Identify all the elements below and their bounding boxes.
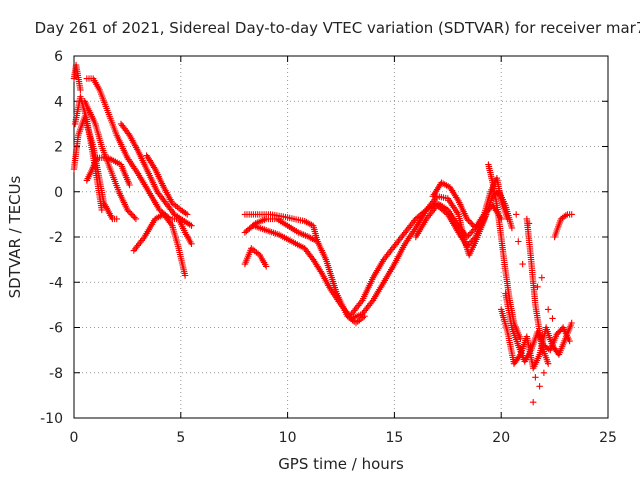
series-arc-f — [130, 211, 189, 279]
x-axis-ticks: 0 5 10 15 20 25 — [70, 56, 617, 446]
chart-title: Day 261 of 2021, Sidereal Day-to-day VTE… — [35, 19, 640, 37]
x-axis-label: GPS time / hours — [278, 455, 404, 473]
x-tick-label: 20 — [492, 430, 510, 446]
y-tick-label: -4 — [49, 275, 63, 291]
plus-markers — [241, 215, 368, 327]
plus-markers — [143, 152, 191, 218]
plus-markers — [513, 211, 556, 406]
y-tick-label: -6 — [49, 321, 63, 337]
plus-markers — [429, 175, 511, 232]
plus-markers — [485, 161, 524, 342]
series-arc-j — [250, 193, 490, 322]
plus-markers — [523, 215, 552, 367]
series-arc-g — [241, 211, 321, 245]
x-tick-label: 10 — [279, 430, 297, 446]
y-axis-label: SDTVAR / TECUs — [6, 175, 24, 298]
series-arc-e — [143, 152, 191, 218]
plus-markers — [241, 211, 321, 245]
y-tick-label: 0 — [54, 185, 63, 201]
plus-markers — [117, 120, 195, 229]
series-arc-a3 — [70, 61, 84, 94]
series-arc-m — [429, 175, 511, 232]
plus-markers — [551, 211, 575, 241]
series-arc-b — [81, 98, 140, 223]
x-tick-label: 25 — [599, 430, 617, 446]
x-tick-label: 5 — [176, 430, 185, 446]
y-tick-label: -2 — [49, 230, 63, 246]
y-tick-label: 2 — [54, 140, 63, 156]
plus-markers — [130, 211, 189, 279]
y-tick-label: -8 — [49, 366, 63, 382]
plus-markers — [250, 193, 490, 322]
series-arc-r — [551, 211, 575, 241]
y-axis-ticks: -10 -8 -6 -4 -2 0 2 4 6 — [40, 49, 608, 427]
series-arc-n — [485, 161, 524, 342]
series-arc-i — [241, 245, 270, 270]
grid — [74, 56, 608, 418]
series-arc-q — [523, 215, 552, 367]
plus-markers — [70, 61, 84, 94]
series-arc-h — [241, 215, 368, 327]
y-tick-label: 4 — [54, 94, 63, 110]
series-arc-d — [117, 120, 195, 229]
x-tick-label: 0 — [70, 430, 79, 446]
y-tick-label: -10 — [40, 411, 63, 427]
y-tick-label: 6 — [54, 49, 63, 65]
plus-markers — [81, 98, 140, 223]
plus-markers — [241, 245, 270, 270]
x-tick-label: 15 — [385, 430, 403, 446]
data-series — [70, 61, 575, 406]
series-scatter-s — [513, 211, 556, 406]
